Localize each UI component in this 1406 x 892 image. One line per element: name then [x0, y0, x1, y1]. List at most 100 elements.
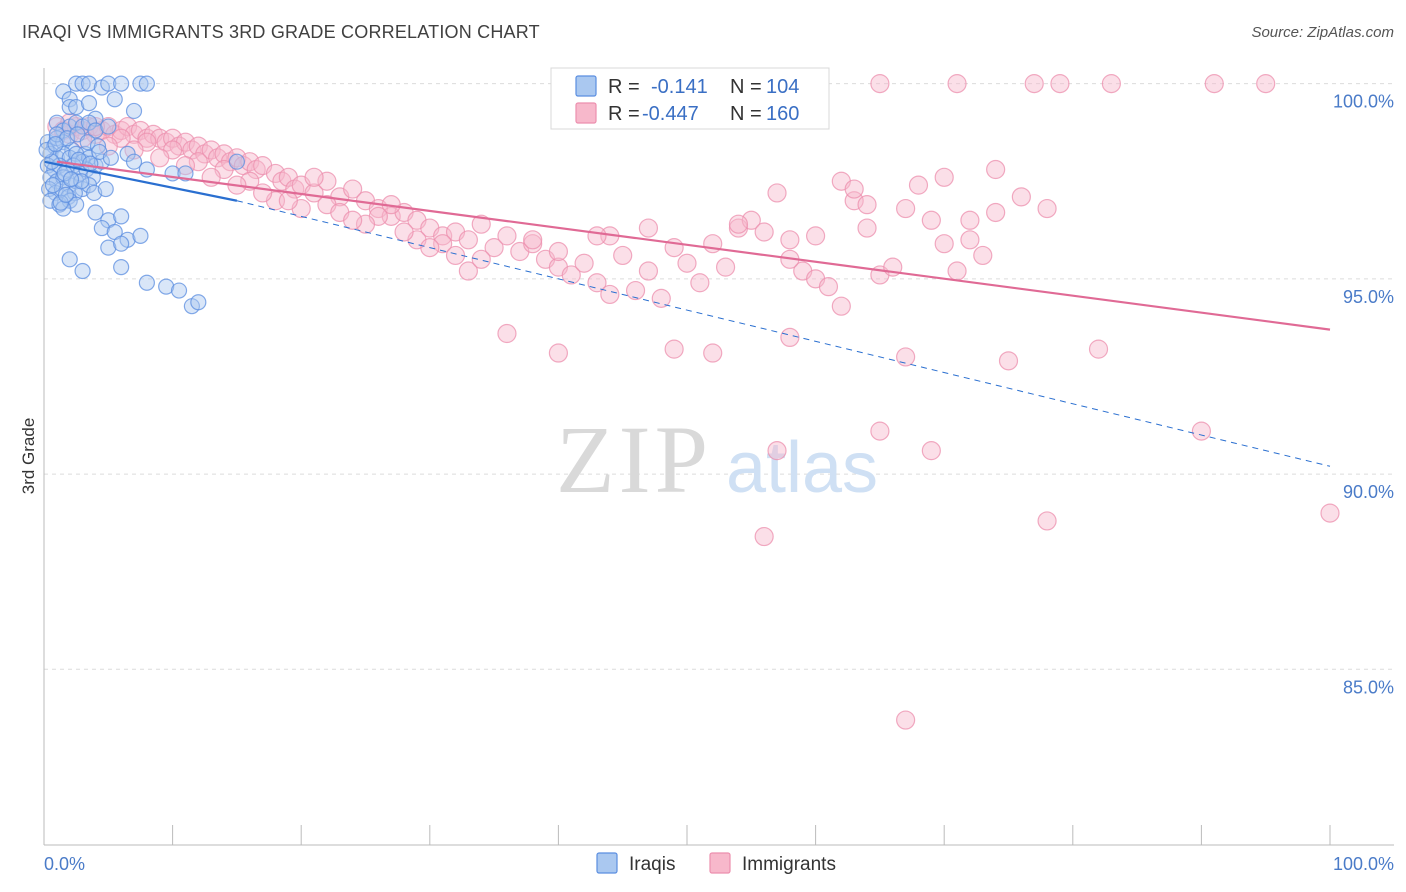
iraqis-point: [97, 180, 114, 198]
immigrants-point: [934, 167, 954, 187]
watermark-zip: ZIP: [556, 406, 712, 513]
legend-r-value-immigrants: -0.447: [642, 103, 699, 125]
iraqis-point: [80, 95, 98, 112]
legend-n-label-iraqis: N =: [730, 76, 762, 98]
immigrants-point: [278, 191, 298, 211]
iraqis-trend-line: [43, 160, 238, 202]
immigrants-point: [394, 222, 414, 242]
iraqis-point: [74, 75, 91, 92]
iraqis-point: [125, 102, 143, 120]
immigrants-point: [214, 144, 234, 164]
legend-n-value-immigrants: 160: [766, 103, 799, 125]
immigrants-point: [613, 245, 633, 266]
iraqis-point: [87, 122, 104, 139]
trend-lines: [43, 160, 1331, 467]
immigrants-point: [484, 238, 504, 258]
immigrants-point: [1101, 74, 1121, 94]
immigrants-point: [651, 288, 671, 308]
immigrants-point: [130, 120, 151, 141]
y-axis-tick-labels: 100.0% 95.0% 90.0% 85.0%: [1333, 92, 1394, 698]
iraqis-point: [74, 262, 91, 280]
iraqis-point: [68, 196, 85, 213]
immigrants-point: [1204, 74, 1224, 94]
immigrants-point: [870, 421, 890, 441]
legend-r-label-immigrants: R =: [608, 103, 640, 125]
immigrants-point: [317, 171, 337, 191]
iraqis-point: [113, 208, 130, 225]
immigrants-point: [818, 277, 839, 297]
immigrants-point: [587, 226, 607, 246]
iraqis-point: [138, 75, 155, 92]
immigrants-point: [600, 284, 620, 305]
iraqis-point: [44, 177, 62, 194]
chart-title: IRAQI VS IMMIGRANTS 3RD GRADE CORRELATIO…: [22, 22, 540, 42]
iraqis-point: [102, 149, 119, 166]
iraqis-point: [138, 274, 155, 291]
immigrants-point: [240, 152, 260, 172]
immigrants-point: [471, 249, 491, 269]
immigrants-point: [638, 218, 659, 238]
immigrants-point: [497, 323, 517, 344]
immigrants-trend-line: [56, 160, 1331, 331]
legend-swatch-immigrants: [575, 102, 597, 124]
immigrants-point: [857, 218, 877, 238]
legend-r-value-iraqis: -0.141: [651, 76, 708, 98]
immigrants-point: [523, 230, 543, 250]
bottom-legend-label-immigrants: Immigrants: [742, 854, 836, 875]
immigrants-point: [896, 198, 916, 219]
immigrants-point: [343, 179, 363, 199]
immigrants-point: [908, 175, 929, 195]
immigrants-point: [265, 163, 286, 184]
immigrants-point: [355, 214, 376, 234]
immigrants-point: [150, 148, 170, 168]
legend-swatch-iraqis: [575, 75, 597, 97]
legend-box: [550, 67, 830, 130]
iraqis-point: [57, 186, 74, 203]
immigrants-point: [445, 245, 466, 266]
immigrants-point: [986, 202, 1006, 223]
bottom-legend: Iraqis Immigrants: [596, 852, 836, 875]
iraqis-point: [113, 235, 130, 252]
immigrants-point: [433, 226, 453, 246]
immigrants-point: [471, 214, 491, 234]
iraqis-point: [73, 173, 90, 190]
iraqis-point: [113, 75, 130, 92]
immigrants-point: [1191, 421, 1212, 441]
iraqis-point: [68, 98, 85, 116]
iraqis-point: [61, 251, 78, 268]
immigrants-point: [497, 226, 517, 246]
iraqis-point: [61, 98, 78, 116]
immigrants-point: [998, 351, 1019, 371]
y-axis-title: 3rd Grade: [19, 418, 38, 495]
iraqis-point: [132, 227, 149, 244]
immigrants-point: [677, 253, 697, 273]
immigrants-point: [458, 230, 478, 250]
bottom-legend-swatch-iraqis: [596, 852, 618, 874]
immigrants-point: [960, 230, 980, 250]
y-tick-label: 100.0%: [1333, 92, 1394, 112]
immigrants-point: [831, 296, 851, 316]
immigrants-point: [304, 183, 324, 203]
iraqis-point: [62, 171, 80, 188]
immigrants-point: [1320, 503, 1340, 523]
immigrants-point: [844, 179, 864, 199]
immigrants-point: [767, 441, 787, 461]
iraqis-point: [52, 194, 69, 211]
immigrants-point: [343, 210, 363, 230]
immigrants-point: [767, 183, 787, 203]
immigrants-point: [754, 526, 774, 547]
immigrants-point: [947, 261, 967, 281]
iraqis-point: [228, 153, 245, 170]
immigrants-point: [1050, 74, 1070, 94]
immigrants-point: [201, 140, 221, 160]
immigrants-point: [227, 148, 247, 168]
immigrants-point: [960, 210, 980, 230]
y-tick-label: 95.0%: [1343, 287, 1394, 307]
legend-n-value-iraqis: 104: [766, 76, 799, 98]
iraqis-point: [93, 219, 110, 237]
iraqis-point: [125, 153, 143, 170]
bottom-legend-label-iraqis: Iraqis: [629, 854, 675, 875]
immigrants-point: [857, 195, 877, 215]
iraqis-point: [38, 141, 55, 159]
